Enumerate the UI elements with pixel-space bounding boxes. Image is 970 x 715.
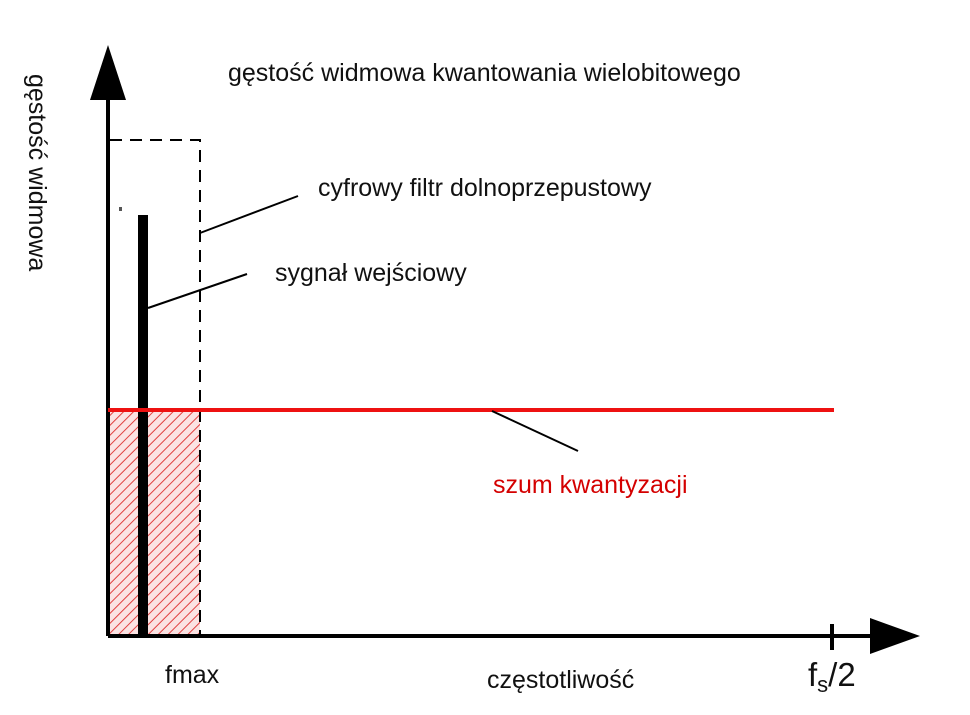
signal-tip-mark [119,207,122,211]
lowpass-filter-outline [110,139,201,636]
diagram-title: gęstość widmowa kwantowania wielobitoweg… [228,59,741,87]
fs-half-label: fs/2 [808,656,856,697]
x-axis-label: częstotliwość [487,666,634,694]
fmax-label: fmax [165,661,220,689]
noise-leader-line [491,410,579,452]
filter-leader-line [199,195,299,234]
input-signal-spike [138,215,148,636]
signal-leader-line [147,273,248,309]
x-axis-arrowhead [870,618,920,654]
y-axis-arrowhead [90,45,126,100]
y-axis-label: gęstość widmowa [23,74,51,271]
fs-half-tail: /2 [828,656,856,693]
filter-label: cyfrowy filtr dolnoprzepustowy [318,174,652,202]
fs-half-subscript: s [817,672,828,697]
signal-label: sygnał wejściowy [275,259,467,287]
fs-half-main: f [808,656,818,693]
noise-label: szum kwantyzacji [493,471,688,499]
in-band-noise-area [108,410,200,636]
